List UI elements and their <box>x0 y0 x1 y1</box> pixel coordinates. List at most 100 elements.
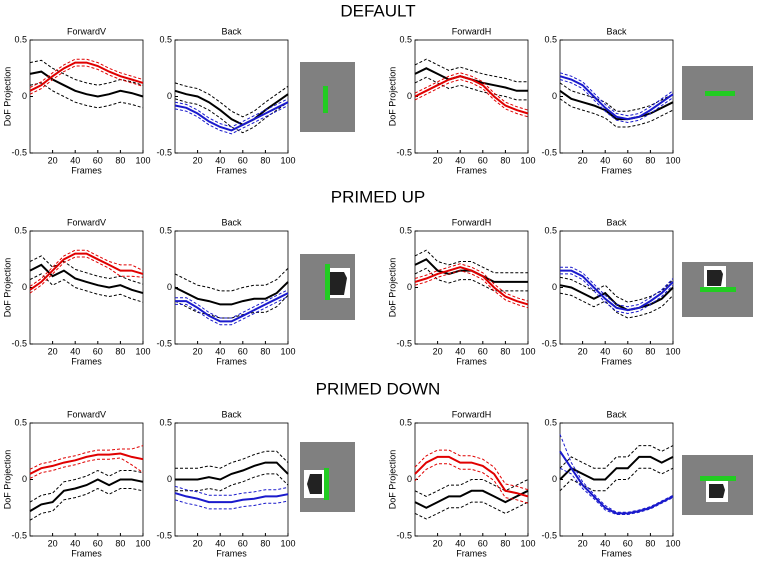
x-tick-label: 100 <box>520 538 535 548</box>
band-line <box>414 249 528 274</box>
x-tick-label: 40 <box>215 538 225 548</box>
section-title: PRIMED DOWN <box>316 379 441 398</box>
x-tick-label: 100 <box>135 155 150 165</box>
plot-frame <box>559 39 674 154</box>
x-tick-label: 60 <box>478 346 488 356</box>
x-tick-label: 20 <box>193 538 203 548</box>
band-line <box>560 266 674 308</box>
chart-title: ForwardV <box>67 409 106 419</box>
mean-line <box>174 281 289 306</box>
y-tick-label: 0 <box>552 474 557 484</box>
band-line <box>29 82 144 109</box>
mean-line <box>414 75 529 115</box>
y-tick-label: -0.5 <box>156 530 172 540</box>
section-title: DEFAULT <box>340 1 415 20</box>
x-tick-label: 20 <box>48 346 58 356</box>
y-tick-label: 0 <box>22 91 27 101</box>
band-line <box>414 463 529 504</box>
y-tick-label: 0.5 <box>159 225 172 235</box>
chart-title: ForwardV <box>67 26 106 36</box>
y-axis-label: DoF Projection <box>387 67 397 127</box>
handle-bar <box>705 91 735 96</box>
y-tick-label: -0.5 <box>396 530 412 540</box>
y-tick-label: 0.5 <box>159 34 172 44</box>
band-line <box>414 58 528 83</box>
chart-title: ForwardH <box>452 26 492 36</box>
band-line <box>29 255 144 285</box>
x-tick-label: 100 <box>520 155 535 165</box>
chart-title: ForwardH <box>452 409 492 419</box>
x-tick-label: 20 <box>48 155 58 165</box>
y-tick-label: -0.5 <box>396 338 412 348</box>
band-line <box>174 98 289 134</box>
mean-line <box>559 89 674 121</box>
mean-line <box>29 252 144 291</box>
band-line <box>29 58 144 88</box>
x-axis-label: Frames <box>71 165 102 175</box>
band-line <box>175 289 289 319</box>
cup-icon <box>307 474 322 494</box>
y-tick-label: 0 <box>22 474 27 484</box>
x-tick-label: 20 <box>193 346 203 356</box>
x-tick-label: 20 <box>578 155 588 165</box>
x-tick-label: 80 <box>260 155 270 165</box>
x-tick-label: 60 <box>238 538 248 548</box>
y-tick-label: 0.5 <box>544 34 557 44</box>
x-tick-label: 20 <box>48 538 58 548</box>
y-tick-label: -0.5 <box>11 338 27 348</box>
y-tick-label: 0 <box>407 474 412 484</box>
y-tick-label: 0.5 <box>159 417 172 427</box>
x-tick-label: 20 <box>193 155 203 165</box>
x-axis-label: Frames <box>456 548 487 558</box>
x-tick-label: 100 <box>520 346 535 356</box>
y-tick-label: 0 <box>167 282 172 292</box>
y-tick-label: 0 <box>167 474 172 484</box>
y-axis-label: DoF Projection <box>2 258 12 318</box>
x-tick-label: 40 <box>600 538 610 548</box>
mean-line <box>29 263 144 295</box>
x-tick-label: 60 <box>238 155 248 165</box>
band-line <box>174 485 289 496</box>
band-line <box>414 76 528 101</box>
chart-title: Back <box>221 409 242 419</box>
band-line <box>414 449 529 491</box>
chart-title: Back <box>221 26 242 36</box>
y-tick-label: 0 <box>407 282 412 292</box>
mean-line <box>29 452 144 475</box>
mean-line <box>174 492 289 504</box>
y-axis-label: DoF Projection <box>2 450 12 510</box>
chart-title: Back <box>221 217 242 227</box>
band-line <box>174 295 289 319</box>
mean-line <box>175 461 289 481</box>
band-line <box>414 501 529 520</box>
x-tick-label: 80 <box>645 538 655 548</box>
x-tick-label: 60 <box>93 346 103 356</box>
plot-frame <box>174 39 289 154</box>
y-tick-label: -0.5 <box>396 147 412 157</box>
chart-title: Back <box>606 217 627 227</box>
chart-title: Back <box>606 409 627 419</box>
x-axis-label: Frames <box>71 548 102 558</box>
y-tick-label: 0.5 <box>544 417 557 427</box>
x-tick-label: 80 <box>500 346 510 356</box>
band-line <box>174 105 289 135</box>
x-tick-label: 80 <box>645 346 655 356</box>
y-tick-label: -0.5 <box>156 338 172 348</box>
x-tick-label: 80 <box>500 155 510 165</box>
band-line <box>29 65 144 95</box>
x-tick-label: 60 <box>623 538 633 548</box>
y-tick-label: 0.5 <box>544 225 557 235</box>
thumbnails <box>300 62 753 515</box>
band-line <box>414 479 529 497</box>
x-axis-label: Frames <box>216 548 247 558</box>
x-tick-label: 100 <box>665 538 680 548</box>
y-tick-label: 0 <box>552 91 557 101</box>
y-tick-label: 0.5 <box>14 417 27 427</box>
band-line <box>29 445 144 470</box>
mean-line <box>175 292 289 323</box>
x-tick-label: 40 <box>600 346 610 356</box>
mean-line <box>559 455 674 481</box>
mean-line <box>174 101 289 132</box>
mean-line <box>559 75 674 121</box>
